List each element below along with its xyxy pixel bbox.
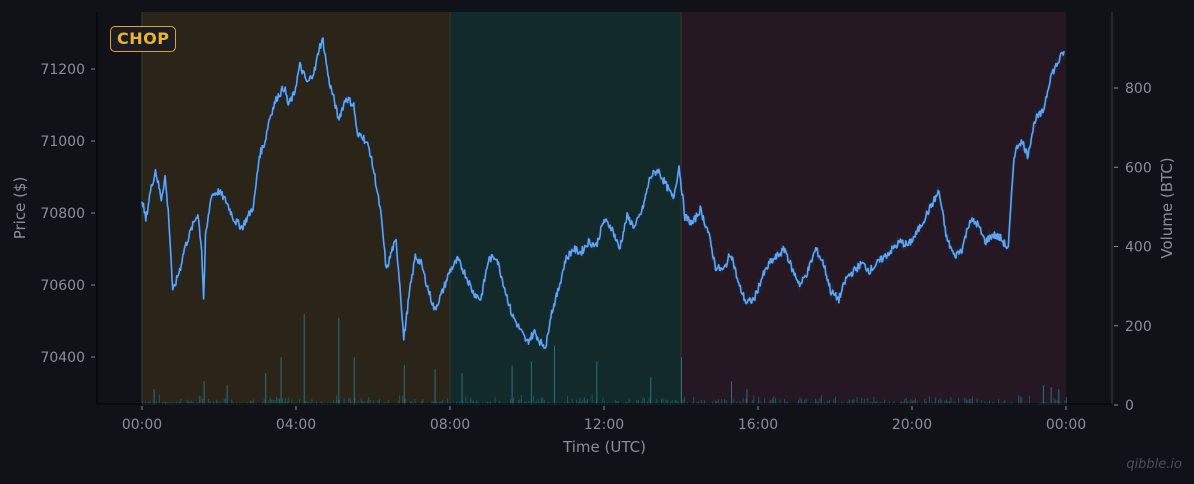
y2-tick-label: 600 <box>1125 160 1152 176</box>
y2-axis-label: Volume (BTC) <box>1158 157 1176 258</box>
axes: 70400 70600 70800 71000 71200 0 200 400 600 800 00… <box>11 12 1176 456</box>
price-series <box>141 37 1065 349</box>
volume-spike <box>203 381 205 405</box>
volume-spike <box>1042 385 1044 405</box>
x-tick-label: 16:00 <box>738 417 778 433</box>
volume-spike <box>403 365 405 405</box>
volume-spike <box>265 373 267 405</box>
x-tick-label: 00:00 <box>122 417 162 433</box>
volume-spike <box>553 345 555 405</box>
region-chop-early <box>142 12 450 404</box>
price-line <box>140 32 1067 351</box>
volume-spike <box>434 369 436 405</box>
volume-spike <box>650 377 652 405</box>
region-late <box>681 12 1066 404</box>
watermark: qibble.io <box>1126 457 1182 472</box>
y2-tick-label: 200 <box>1125 319 1152 335</box>
volume-spike <box>681 357 682 405</box>
volume-spike <box>596 361 598 405</box>
volume-spike <box>1058 389 1060 405</box>
volume-spike <box>461 373 463 405</box>
x-tick-label: 00:00 <box>1046 417 1086 433</box>
x-tick-label: 04:00 <box>276 417 316 433</box>
regime-badge: CHOP <box>110 26 177 52</box>
y-tick-label: 70600 <box>40 278 85 294</box>
volume-spike <box>530 361 532 405</box>
x-tick-label: 12:00 <box>584 417 624 433</box>
y-tick-label: 70400 <box>40 350 85 366</box>
y-tick-label: 71000 <box>40 134 85 150</box>
region-mid <box>450 12 681 404</box>
x-tick-label: 08:00 <box>430 417 470 433</box>
volume-spike <box>731 381 733 405</box>
y2-tick-label: 400 <box>1125 240 1152 256</box>
volume-spike <box>353 357 355 405</box>
x-axis-label: Time (UTC) <box>562 438 646 456</box>
y2-tick-label: 0 <box>1125 398 1134 414</box>
y-tick-label: 70800 <box>40 206 85 222</box>
x-tick-label: 20:00 <box>892 417 932 433</box>
volume-spike <box>226 385 228 405</box>
volume-spike <box>153 389 155 405</box>
volume-spike <box>746 389 748 405</box>
volume-spike <box>511 365 513 405</box>
y-axis-label: Price ($) <box>11 177 29 240</box>
volume-spike <box>1050 387 1052 405</box>
volume-spike <box>280 357 282 405</box>
y-tick-label: 71200 <box>40 62 85 78</box>
y2-tick-label: 800 <box>1125 81 1152 97</box>
volume-spike <box>303 313 305 405</box>
volume-spike <box>338 317 340 405</box>
